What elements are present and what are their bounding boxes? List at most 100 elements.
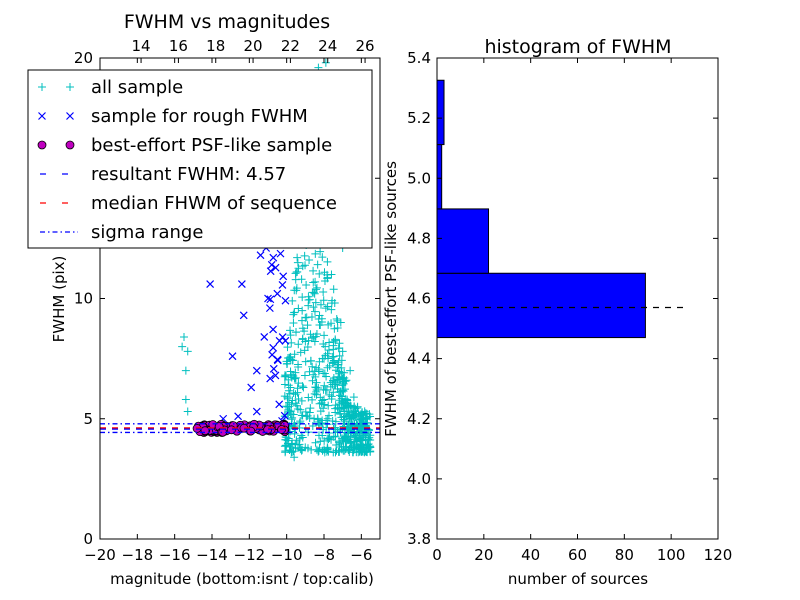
all-sample-point [333, 316, 342, 325]
all-sample-point [286, 355, 295, 364]
top-tick-label: 16 [169, 37, 188, 55]
all-sample-point [337, 356, 346, 365]
all-sample-point [323, 274, 332, 283]
all-sample-point [305, 408, 314, 417]
rough-sample-point [237, 280, 246, 288]
all-sample-point [296, 348, 305, 357]
all-sample-point [300, 346, 309, 355]
top-tick-label: 24 [318, 37, 337, 55]
all-sample-point [183, 347, 192, 356]
all-sample-point [288, 440, 297, 449]
legend-label-all-sample: all sample [91, 77, 183, 98]
all-sample-point [334, 367, 343, 376]
top-tick-label: 26 [356, 37, 375, 55]
all-sample-point [283, 402, 292, 411]
all-sample-point [305, 367, 314, 376]
all-sample-point [282, 360, 291, 369]
all-sample-point [308, 362, 317, 371]
all-sample-point [346, 443, 355, 452]
legend-label-psf-sample: best-effort PSF-like sample [91, 135, 332, 156]
all-sample-point [330, 380, 339, 389]
all-sample-point [284, 434, 293, 443]
rough-sample-point [239, 311, 248, 320]
all-sample-point [343, 396, 352, 405]
all-sample-point [183, 407, 192, 416]
rough-sample-point [269, 343, 278, 352]
all-sample-point [319, 296, 328, 305]
y-tick-label: 5.0 [407, 169, 431, 187]
all-sample-point [334, 372, 343, 381]
all-sample-point [309, 266, 318, 275]
all-sample-point [298, 433, 307, 442]
all-sample-point [349, 413, 358, 422]
all-sample-point [292, 284, 301, 293]
rough-sample-point [234, 412, 243, 421]
all-sample-point [301, 357, 310, 366]
scatter-plot: −20−18−16−14−12−10−8−6 05101520 14161820… [27, 11, 381, 588]
all-sample-point [284, 407, 293, 416]
all-sample-point [318, 431, 327, 440]
all-sample-point [316, 437, 325, 446]
x-tick-label: −18 [122, 546, 154, 564]
all-sample-point [301, 337, 310, 346]
legend-label-resultant-fwhm: resultant FWHM: 4.57 [91, 164, 286, 185]
all-sample-point [364, 435, 373, 444]
rough-sample-point [260, 333, 269, 341]
all-sample-point [293, 253, 302, 262]
all-sample-point [311, 298, 320, 307]
y-tick-label: 4.4 [407, 350, 431, 368]
scatter-top-axis: 14 16 18 20 22 24 26 [132, 37, 375, 63]
all-sample-point [331, 448, 340, 457]
all-sample-point [315, 357, 324, 366]
all-sample-point [312, 445, 321, 454]
all-sample-point [301, 313, 310, 322]
x-tick-label: 40 [521, 546, 540, 564]
top-tick-label: 14 [132, 37, 151, 55]
all-sample-point [303, 321, 312, 330]
all-sample-point [292, 436, 301, 445]
all-sample-point [361, 429, 370, 438]
all-sample-point [351, 431, 360, 440]
all-sample-point [361, 409, 370, 418]
rough-sample-point [273, 356, 282, 365]
rough-sample-point [278, 280, 287, 289]
all-sample-point [306, 404, 315, 413]
all-sample-point [333, 360, 342, 369]
all-sample-point [335, 351, 344, 360]
all-sample-series [178, 58, 375, 462]
top-tick-label: 20 [244, 37, 263, 55]
rough-sample-point [269, 325, 278, 334]
rough-sample-point [266, 295, 275, 304]
x-tick-label: −16 [159, 546, 191, 564]
all-sample-point [328, 416, 337, 425]
all-sample-point [320, 381, 329, 390]
all-sample-point [331, 432, 340, 441]
all-sample-point [298, 382, 307, 391]
legend-marker-all-sample [66, 83, 74, 91]
all-sample-point [291, 390, 300, 399]
rough-sample-point [266, 374, 275, 383]
all-sample-point [300, 327, 309, 336]
all-sample-point [352, 409, 361, 418]
all-sample-point [296, 445, 305, 454]
all-sample-point [336, 387, 345, 396]
all-sample-point [310, 289, 319, 298]
rough-sample-point [281, 336, 290, 345]
all-sample-point [308, 376, 317, 385]
all-sample-point [181, 395, 190, 404]
y-tick-label: 0 [83, 530, 93, 548]
legend-marker-rough-sample [66, 112, 74, 120]
y-tick-label: 10 [74, 290, 93, 308]
all-sample-point [324, 346, 333, 355]
all-sample-point [307, 334, 316, 343]
rough-sample-point [247, 383, 256, 392]
all-sample-point [313, 415, 322, 424]
x-tick-label: 100 [657, 546, 686, 564]
rough-sample-point [271, 263, 280, 272]
all-sample-point [359, 414, 368, 423]
all-sample-point [181, 366, 190, 375]
all-sample-point [316, 407, 325, 416]
all-sample-point [289, 372, 298, 381]
all-sample-point [316, 300, 325, 309]
